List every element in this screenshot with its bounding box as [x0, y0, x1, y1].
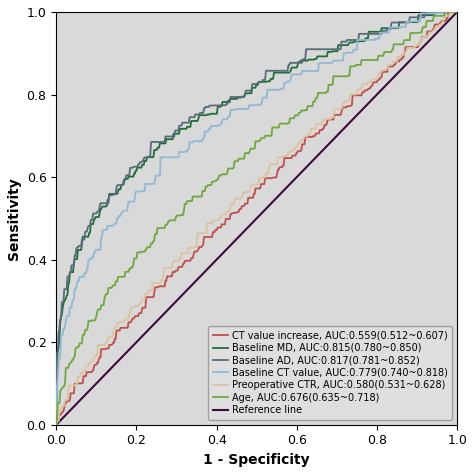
Line: CT value increase, AUC:0.559(0.512~0.607): CT value increase, AUC:0.559(0.512~0.607…: [56, 12, 457, 425]
Age, AUC:0.676(0.635~0.718): [54, 422, 59, 428]
Baseline AD, AUC:0.817(0.781~0.852): [270, 68, 276, 73]
Age, AUC:0.676(0.635~0.718): [270, 125, 276, 130]
Y-axis label: Sensitivity: Sensitivity: [7, 177, 21, 260]
Baseline MD, AUC:0.815(0.780~0.850): [54, 422, 59, 428]
CT value increase, AUC:0.559(0.512~0.607): [54, 422, 59, 428]
Baseline AD, AUC:0.817(0.781~0.852): [246, 88, 252, 93]
Baseline CT value, AUC:0.779(0.740~0.818): [446, 9, 451, 15]
Baseline CT value, AUC:0.779(0.740~0.818): [292, 72, 298, 77]
Baseline CT value, AUC:0.779(0.740~0.818): [454, 9, 460, 15]
Line: Baseline MD, AUC:0.815(0.780~0.850): Baseline MD, AUC:0.815(0.780~0.850): [56, 12, 457, 425]
Baseline MD, AUC:0.815(0.780~0.850): [244, 91, 249, 96]
Preoperative CTR, AUC:0.580(0.531~0.628): [454, 9, 460, 15]
Line: Preoperative CTR, AUC:0.580(0.531~0.628): Preoperative CTR, AUC:0.580(0.531~0.628): [56, 12, 457, 425]
Preoperative CTR, AUC:0.580(0.531~0.628): [270, 161, 276, 167]
Baseline CT value, AUC:0.779(0.740~0.818): [54, 422, 59, 428]
Age, AUC:0.676(0.635~0.718): [246, 150, 252, 156]
Preoperative CTR, AUC:0.580(0.531~0.628): [382, 67, 388, 73]
CT value increase, AUC:0.559(0.512~0.607): [445, 16, 450, 21]
Baseline CT value, AUC:0.779(0.740~0.818): [244, 106, 249, 112]
Preoperative CTR, AUC:0.580(0.531~0.628): [445, 13, 450, 18]
Baseline MD, AUC:0.815(0.780~0.850): [454, 9, 460, 15]
Preoperative CTR, AUC:0.580(0.531~0.628): [246, 189, 252, 194]
Preoperative CTR, AUC:0.580(0.531~0.628): [448, 9, 454, 15]
Baseline CT value, AUC:0.779(0.740~0.818): [270, 87, 276, 92]
CT value increase, AUC:0.559(0.512~0.607): [446, 9, 451, 15]
Baseline MD, AUC:0.815(0.780~0.850): [292, 65, 298, 71]
Baseline AD, AUC:0.817(0.781~0.852): [54, 422, 59, 428]
Baseline CT value, AUC:0.779(0.740~0.818): [382, 30, 388, 36]
Preoperative CTR, AUC:0.580(0.531~0.628): [244, 189, 249, 195]
Baseline AD, AUC:0.817(0.781~0.852): [446, 9, 451, 15]
Age, AUC:0.676(0.635~0.718): [454, 9, 460, 15]
Baseline AD, AUC:0.817(0.781~0.852): [382, 28, 388, 34]
Age, AUC:0.676(0.635~0.718): [292, 112, 298, 118]
CT value increase, AUC:0.559(0.512~0.607): [246, 195, 252, 201]
Baseline MD, AUC:0.815(0.780~0.850): [246, 91, 252, 96]
Baseline MD, AUC:0.815(0.780~0.850): [433, 9, 439, 15]
CT value increase, AUC:0.559(0.512~0.607): [382, 69, 388, 75]
Baseline MD, AUC:0.815(0.780~0.850): [446, 9, 451, 15]
Age, AUC:0.676(0.635~0.718): [382, 49, 388, 55]
Baseline CT value, AUC:0.779(0.740~0.818): [246, 102, 252, 108]
X-axis label: 1 - Specificity: 1 - Specificity: [203, 453, 310, 467]
Age, AUC:0.676(0.635~0.718): [244, 150, 249, 156]
CT value increase, AUC:0.559(0.512~0.607): [454, 9, 460, 15]
Line: Baseline AD, AUC:0.817(0.781~0.852): Baseline AD, AUC:0.817(0.781~0.852): [56, 12, 457, 425]
Legend: CT value increase, AUC:0.559(0.512~0.607), Baseline MD, AUC:0.815(0.780~0.850), : CT value increase, AUC:0.559(0.512~0.607…: [208, 326, 452, 420]
Line: Age, AUC:0.676(0.635~0.718): Age, AUC:0.676(0.635~0.718): [56, 12, 457, 425]
CT value increase, AUC:0.559(0.512~0.607): [292, 153, 298, 158]
Preoperative CTR, AUC:0.580(0.531~0.628): [54, 422, 59, 428]
Line: Baseline CT value, AUC:0.779(0.740~0.818): Baseline CT value, AUC:0.779(0.740~0.818…: [56, 12, 457, 425]
Baseline AD, AUC:0.817(0.781~0.852): [244, 88, 249, 93]
Age, AUC:0.676(0.635~0.718): [446, 9, 451, 15]
Baseline MD, AUC:0.815(0.780~0.850): [382, 25, 388, 31]
CT value increase, AUC:0.559(0.512~0.607): [244, 201, 249, 207]
Baseline AD, AUC:0.817(0.781~0.852): [454, 9, 460, 15]
Age, AUC:0.676(0.635~0.718): [442, 9, 448, 15]
Baseline AD, AUC:0.817(0.781~0.852): [425, 9, 431, 15]
Baseline AD, AUC:0.817(0.781~0.852): [292, 60, 298, 66]
Preoperative CTR, AUC:0.580(0.531~0.628): [292, 146, 298, 152]
CT value increase, AUC:0.559(0.512~0.607): [270, 175, 276, 181]
Baseline CT value, AUC:0.779(0.740~0.818): [444, 9, 449, 15]
Baseline MD, AUC:0.815(0.780~0.850): [270, 76, 276, 82]
